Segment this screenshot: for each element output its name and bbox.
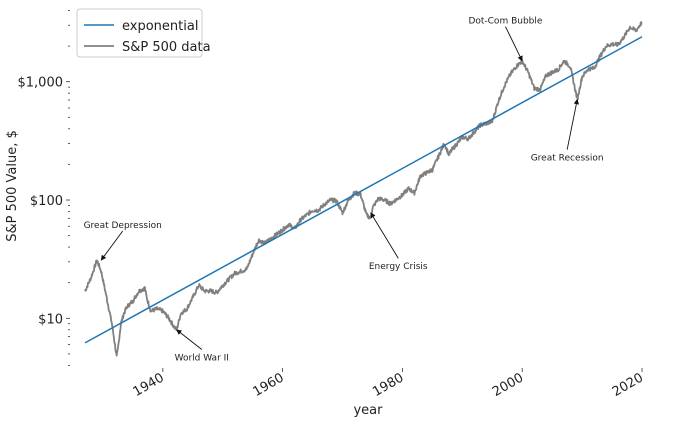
annotation-arrow <box>566 98 580 150</box>
y-axis: $10 $100 $1,000 <box>18 10 70 366</box>
legend-label-exponential: exponential <box>122 19 198 34</box>
y-tick-label: $100 <box>30 194 63 209</box>
annotation-arrow <box>505 26 523 62</box>
x-tick-label: 2020 <box>610 370 646 400</box>
x-tick-label: 1940 <box>131 370 167 400</box>
y-tick-label: $10 <box>38 312 63 327</box>
legend-box <box>76 8 203 58</box>
legend-label-sp500: S&P 500 data <box>122 40 211 55</box>
annotation-label: Dot-Com Bubble <box>468 17 542 27</box>
x-tick-label: 1980 <box>370 370 406 400</box>
annotation-label: Great Recession <box>531 154 604 164</box>
annotation-label: Great Depression <box>84 221 162 231</box>
series-line-sp500 <box>84 21 643 357</box>
y-tick-label: $1,000 <box>18 76 64 91</box>
legend: exponential S&P 500 data <box>76 8 211 58</box>
x-tick-label: 1960 <box>250 370 286 400</box>
annotation-arrow <box>100 230 124 261</box>
x-axis: 1940 1960 1980 2000 2020 <box>131 368 646 400</box>
x-tick-label: 2000 <box>490 370 526 400</box>
series-layer <box>84 21 643 357</box>
series-line-exponential <box>84 36 643 344</box>
annotation-arrow <box>370 212 399 259</box>
annotation-layer: Great Depression World War II Energy Crisi… <box>84 17 604 364</box>
annotation-label: Energy Crisis <box>369 262 428 272</box>
annotation-label: World War II <box>175 353 229 363</box>
y-axis-label: S&P 500 Value, $ <box>5 130 20 242</box>
x-axis-label: year <box>353 403 383 418</box>
annotation-arrow <box>176 329 203 350</box>
